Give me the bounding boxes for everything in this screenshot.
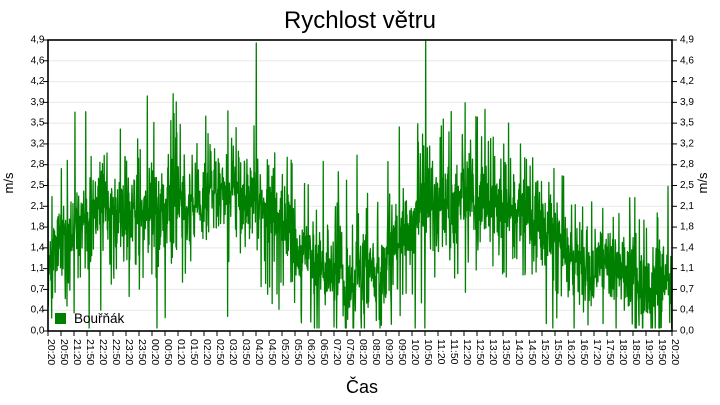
svg-text:08:20: 08:20 (357, 339, 369, 365)
svg-text:17:20: 17:20 (591, 339, 603, 365)
svg-text:2,1: 2,1 (31, 201, 45, 212)
svg-text:m/s: m/s (695, 172, 710, 193)
svg-text:4,9: 4,9 (31, 35, 45, 46)
svg-text:3,2: 3,2 (31, 138, 45, 149)
svg-text:23:20: 23:20 (123, 339, 135, 365)
svg-text:0,7: 0,7 (31, 284, 45, 295)
svg-text:06:50: 06:50 (318, 339, 330, 365)
svg-text:0,7: 0,7 (680, 284, 694, 295)
svg-text:05:20: 05:20 (279, 339, 291, 365)
svg-text:20:20: 20:20 (45, 339, 57, 365)
svg-text:16:20: 16:20 (565, 339, 577, 365)
svg-text:16:50: 16:50 (578, 339, 590, 365)
svg-text:00:20: 00:20 (149, 339, 161, 365)
svg-text:4,2: 4,2 (31, 76, 45, 87)
svg-text:01:20: 01:20 (175, 339, 187, 365)
svg-text:08:50: 08:50 (370, 339, 382, 365)
svg-text:4,2: 4,2 (680, 76, 694, 87)
svg-text:12:20: 12:20 (461, 339, 473, 365)
svg-text:0,0: 0,0 (31, 326, 45, 337)
svg-text:20:50: 20:50 (58, 339, 70, 365)
svg-text:03:50: 03:50 (240, 339, 252, 365)
svg-text:12:50: 12:50 (474, 339, 486, 365)
svg-text:2,1: 2,1 (680, 201, 694, 212)
svg-text:2,5: 2,5 (31, 180, 45, 191)
svg-text:15:20: 15:20 (539, 339, 551, 365)
svg-text:20:20: 20:20 (669, 339, 681, 365)
svg-text:03:20: 03:20 (227, 339, 239, 365)
svg-text:10:20: 10:20 (409, 339, 421, 365)
svg-text:Čas: Čas (346, 376, 378, 397)
svg-text:07:50: 07:50 (344, 339, 356, 365)
svg-text:21:20: 21:20 (71, 339, 83, 365)
svg-text:11:20: 11:20 (435, 339, 447, 365)
svg-text:2,8: 2,8 (31, 159, 45, 170)
svg-text:3,9: 3,9 (680, 97, 694, 108)
svg-text:4,9: 4,9 (680, 35, 694, 46)
svg-text:13:20: 13:20 (487, 339, 499, 365)
svg-text:09:50: 09:50 (396, 339, 408, 365)
svg-text:1,4: 1,4 (31, 242, 45, 253)
svg-text:17:50: 17:50 (604, 339, 616, 365)
svg-text:0,4: 0,4 (680, 305, 694, 316)
svg-text:1,1: 1,1 (680, 263, 694, 274)
svg-text:02:50: 02:50 (214, 339, 226, 365)
svg-text:3,5: 3,5 (31, 118, 45, 129)
svg-text:22:50: 22:50 (110, 339, 122, 365)
svg-text:09:20: 09:20 (383, 339, 395, 365)
svg-text:06:20: 06:20 (305, 339, 317, 365)
svg-text:2,5: 2,5 (680, 180, 694, 191)
svg-text:21:50: 21:50 (84, 339, 96, 365)
svg-text:1,1: 1,1 (31, 263, 45, 274)
svg-text:04:20: 04:20 (253, 339, 265, 365)
svg-text:22:20: 22:20 (97, 339, 109, 365)
svg-text:3,5: 3,5 (680, 118, 694, 129)
svg-text:14:50: 14:50 (526, 339, 538, 365)
svg-text:2,8: 2,8 (680, 159, 694, 170)
svg-text:13:50: 13:50 (500, 339, 512, 365)
svg-text:19:50: 19:50 (656, 339, 668, 365)
svg-text:0,0: 0,0 (680, 326, 694, 337)
svg-text:14:20: 14:20 (513, 339, 525, 365)
svg-text:05:50: 05:50 (292, 339, 304, 365)
svg-text:18:50: 18:50 (630, 339, 642, 365)
svg-text:3,2: 3,2 (680, 138, 694, 149)
svg-text:19:20: 19:20 (643, 339, 655, 365)
svg-text:4,6: 4,6 (680, 55, 694, 66)
svg-text:1,8: 1,8 (680, 222, 694, 233)
svg-text:1,4: 1,4 (680, 242, 694, 253)
svg-text:Bouřňák: Bouřňák (74, 311, 125, 326)
svg-text:15:50: 15:50 (552, 339, 564, 365)
svg-text:3,9: 3,9 (31, 97, 45, 108)
svg-text:4,6: 4,6 (31, 55, 45, 66)
svg-text:11:50: 11:50 (448, 339, 460, 365)
svg-text:0,4: 0,4 (31, 305, 45, 316)
svg-text:02:20: 02:20 (201, 339, 213, 365)
svg-text:01:50: 01:50 (188, 339, 200, 365)
svg-text:1,8: 1,8 (31, 222, 45, 233)
svg-text:18:20: 18:20 (617, 339, 629, 365)
svg-text:m/s: m/s (1, 172, 16, 193)
svg-text:04:50: 04:50 (266, 339, 278, 365)
svg-text:Rychlost větru: Rychlost větru (284, 7, 436, 34)
svg-text:07:20: 07:20 (331, 339, 343, 365)
svg-text:23:50: 23:50 (136, 339, 148, 365)
svg-text:00:50: 00:50 (162, 339, 174, 365)
svg-text:10:50: 10:50 (422, 339, 434, 365)
